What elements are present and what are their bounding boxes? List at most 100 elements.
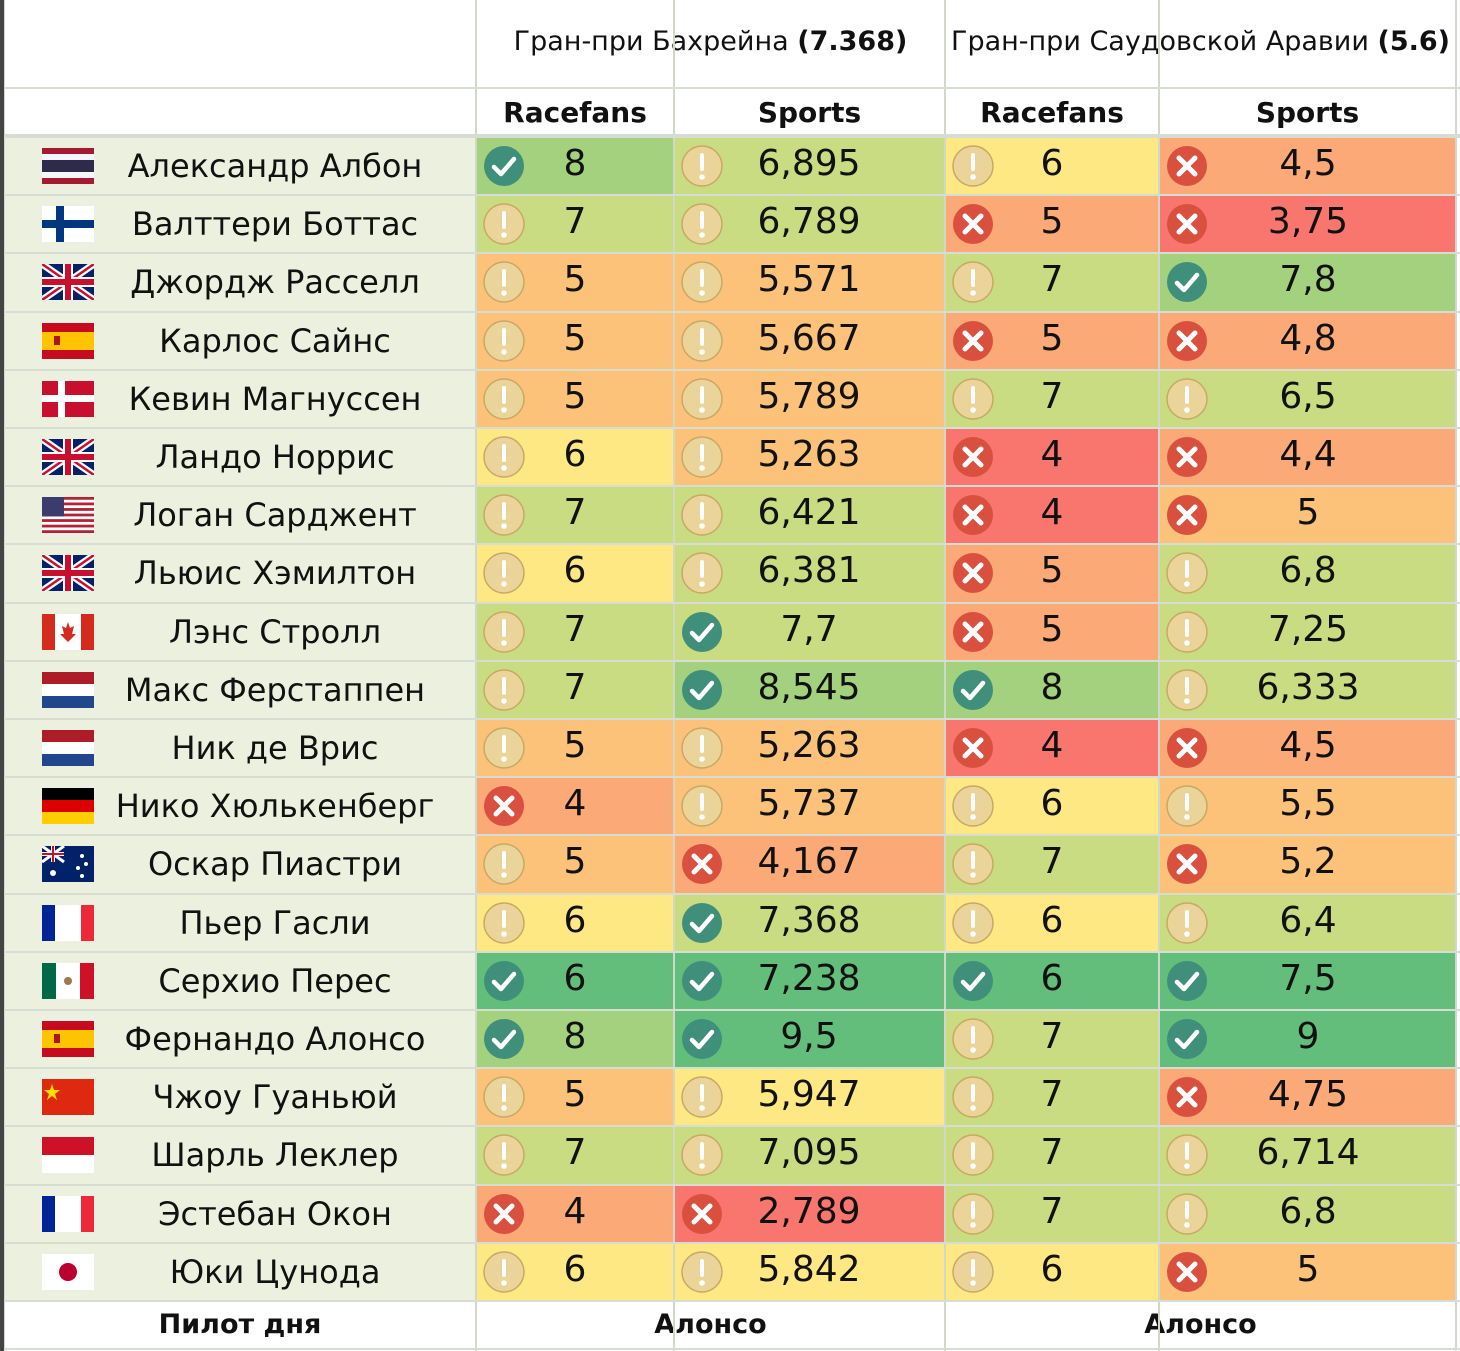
driver-name-cell[interactable]: Лэнс Стролл (4, 602, 476, 661)
driver-name-cell[interactable]: Кевин Магнуссен (4, 369, 476, 428)
score-cell[interactable]: 5,5 (1159, 777, 1456, 836)
score-cell[interactable]: 5 (945, 311, 1159, 370)
driver-name-cell[interactable]: Нико Хюлькенберг (4, 777, 476, 836)
score-cell[interactable]: 5 (945, 544, 1159, 603)
driver-name-cell[interactable]: Карлос Сайнс (4, 311, 476, 370)
score-cell[interactable]: 5 (476, 253, 674, 312)
score-cell[interactable]: 8 (945, 660, 1159, 719)
score-cell[interactable]: 4,5 (1159, 137, 1456, 196)
driver-name-cell[interactable]: Фернандо Алонсо (4, 1010, 476, 1069)
col-header-racefans-bahrain[interactable]: Racefans (476, 88, 674, 135)
score-cell[interactable]: 7 (945, 835, 1159, 894)
score-cell[interactable]: 6,4 (1159, 893, 1456, 952)
score-cell[interactable]: 2,789 (674, 1184, 945, 1243)
score-cell[interactable]: 6 (945, 777, 1159, 836)
score-cell[interactable]: 7,8 (1159, 253, 1456, 312)
score-cell[interactable]: 7,368 (674, 893, 945, 952)
score-cell[interactable]: 5,571 (674, 253, 945, 312)
driver-name-cell[interactable]: Оскар Пиастри (4, 835, 476, 894)
score-cell[interactable]: 7,7 (674, 602, 945, 661)
score-cell[interactable]: 7 (476, 195, 674, 254)
score-cell[interactable]: 5,263 (674, 428, 945, 487)
score-cell[interactable]: 6,381 (674, 544, 945, 603)
score-cell[interactable]: 6 (945, 1242, 1159, 1301)
score-cell[interactable]: 5 (945, 195, 1159, 254)
score-cell[interactable]: 4 (945, 486, 1159, 545)
score-cell[interactable]: 5,842 (674, 1242, 945, 1301)
driver-name-cell[interactable]: Пьер Гасли (4, 893, 476, 952)
score-cell[interactable]: 6 (945, 137, 1159, 196)
score-cell[interactable]: 7,095 (674, 1126, 945, 1185)
score-cell[interactable]: 6,895 (674, 137, 945, 196)
score-cell[interactable]: 7,238 (674, 951, 945, 1010)
score-cell[interactable]: 7 (945, 1184, 1159, 1243)
col-header-sports-saudi[interactable]: Sports (1159, 88, 1456, 135)
score-cell[interactable]: 5 (476, 369, 674, 428)
score-cell[interactable]: 7,5 (1159, 951, 1456, 1010)
score-cell[interactable]: 4 (945, 428, 1159, 487)
score-cell[interactable]: 6 (945, 893, 1159, 952)
score-cell[interactable]: 5 (1159, 1242, 1456, 1301)
score-cell[interactable]: 8 (476, 137, 674, 196)
score-cell[interactable]: 6 (945, 951, 1159, 1010)
score-cell[interactable]: 5,2 (1159, 835, 1456, 894)
driver-name-cell[interactable]: Валттери Боттас (4, 195, 476, 254)
score-cell[interactable]: 6,421 (674, 486, 945, 545)
score-cell[interactable]: 3,75 (1159, 195, 1456, 254)
score-cell[interactable]: 6,714 (1159, 1126, 1456, 1185)
driver-name-cell[interactable]: Ландо Норрис (4, 428, 476, 487)
driver-name-cell[interactable]: Юки Цунода (4, 1242, 476, 1301)
score-cell[interactable]: 7,25 (1159, 602, 1456, 661)
score-cell[interactable]: 4 (476, 1184, 674, 1243)
subheader-blank-cell[interactable] (4, 88, 476, 135)
score-cell[interactable]: 6,5 (1159, 369, 1456, 428)
col-header-racefans-saudi[interactable]: Racefans (945, 88, 1159, 135)
driver-name-cell[interactable]: Чжоу Гуаньюй (4, 1068, 476, 1127)
score-cell[interactable]: 5 (476, 719, 674, 778)
score-cell[interactable]: 7 (945, 1068, 1159, 1127)
score-cell[interactable]: 4,4 (1159, 428, 1456, 487)
score-cell[interactable]: 8 (476, 1010, 674, 1069)
score-cell[interactable]: 6 (476, 893, 674, 952)
driver-name-cell[interactable]: Александр Албон (4, 137, 476, 196)
score-cell[interactable]: 6,8 (1159, 544, 1456, 603)
score-cell[interactable]: 7 (945, 253, 1159, 312)
score-cell[interactable]: 6 (476, 428, 674, 487)
driver-name-cell[interactable]: Джордж Расселл (4, 253, 476, 312)
score-cell[interactable]: 6 (476, 544, 674, 603)
score-cell[interactable]: 5,667 (674, 311, 945, 370)
driver-name-cell[interactable]: Ник де Врис (4, 719, 476, 778)
score-cell[interactable]: 7 (476, 486, 674, 545)
score-cell[interactable]: 4,167 (674, 835, 945, 894)
score-cell[interactable]: 8,545 (674, 660, 945, 719)
driver-name-cell[interactable]: Эстебан Окон (4, 1184, 476, 1243)
score-cell[interactable]: 5 (476, 311, 674, 370)
score-cell[interactable]: 7 (945, 369, 1159, 428)
score-cell[interactable]: 5 (476, 1068, 674, 1127)
score-cell[interactable]: 7 (476, 602, 674, 661)
score-cell[interactable]: 7 (945, 1126, 1159, 1185)
footer-label-cell[interactable]: Пилот дня (4, 1299, 476, 1351)
col-header-sports-bahrain[interactable]: Sports (674, 88, 945, 135)
score-cell[interactable]: 7 (945, 1010, 1159, 1069)
driver-name-cell[interactable]: Серхио Перес (4, 951, 476, 1010)
driver-name-cell[interactable]: Логан Сарджент (4, 486, 476, 545)
score-cell[interactable]: 6,8 (1159, 1184, 1456, 1243)
header-blank-cell[interactable] (4, 0, 476, 88)
footer-bahrain-cell[interactable]: Алонсо (476, 1299, 945, 1351)
score-cell[interactable]: 5 (476, 835, 674, 894)
score-cell[interactable]: 5,263 (674, 719, 945, 778)
score-cell[interactable]: 9,5 (674, 1010, 945, 1069)
score-cell[interactable]: 4,5 (1159, 719, 1456, 778)
score-cell[interactable]: 7 (476, 1126, 674, 1185)
score-cell[interactable]: 6,333 (1159, 660, 1456, 719)
driver-name-cell[interactable]: Льюис Хэмилтон (4, 544, 476, 603)
score-cell[interactable]: 9 (1159, 1010, 1456, 1069)
score-cell[interactable]: 6 (476, 1242, 674, 1301)
score-cell[interactable]: 4 (945, 719, 1159, 778)
score-cell[interactable]: 7 (476, 660, 674, 719)
score-cell[interactable]: 4,75 (1159, 1068, 1456, 1127)
score-cell[interactable]: 6 (476, 951, 674, 1010)
score-cell[interactable]: 5 (1159, 486, 1456, 545)
driver-name-cell[interactable]: Шарль Леклер (4, 1126, 476, 1185)
